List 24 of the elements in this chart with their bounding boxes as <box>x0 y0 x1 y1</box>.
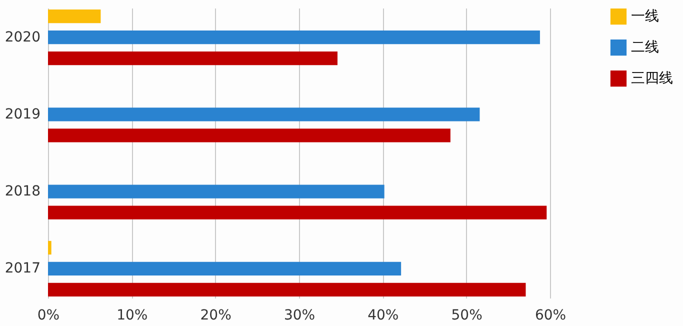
y-tick-label: 2020 <box>4 29 40 46</box>
y-tick-label: 2017 <box>4 260 40 277</box>
x-tick-label: 0% <box>37 308 60 324</box>
bar <box>48 184 384 198</box>
x-tick-label: 10% <box>116 308 148 324</box>
bar <box>48 10 101 24</box>
x-tick-label: 20% <box>200 308 232 324</box>
x-tick-label: 40% <box>368 308 399 324</box>
bar <box>48 30 540 44</box>
bar <box>48 240 52 255</box>
bar <box>48 206 547 220</box>
x-tick-label: 30% <box>284 308 316 324</box>
legend-label: 二线 <box>631 40 659 56</box>
bar <box>48 108 480 122</box>
legend-label: 三四线 <box>631 70 673 86</box>
legend-label: 一线 <box>631 8 659 24</box>
bar <box>48 262 402 276</box>
bar <box>48 51 338 66</box>
x-tick-label: 50% <box>451 308 482 324</box>
y-tick-label: 2018 <box>4 184 40 200</box>
y-tick-label: 2019 <box>4 106 40 122</box>
x-tick-label: 60% <box>534 308 566 324</box>
bar <box>48 282 526 296</box>
bar <box>48 128 450 142</box>
